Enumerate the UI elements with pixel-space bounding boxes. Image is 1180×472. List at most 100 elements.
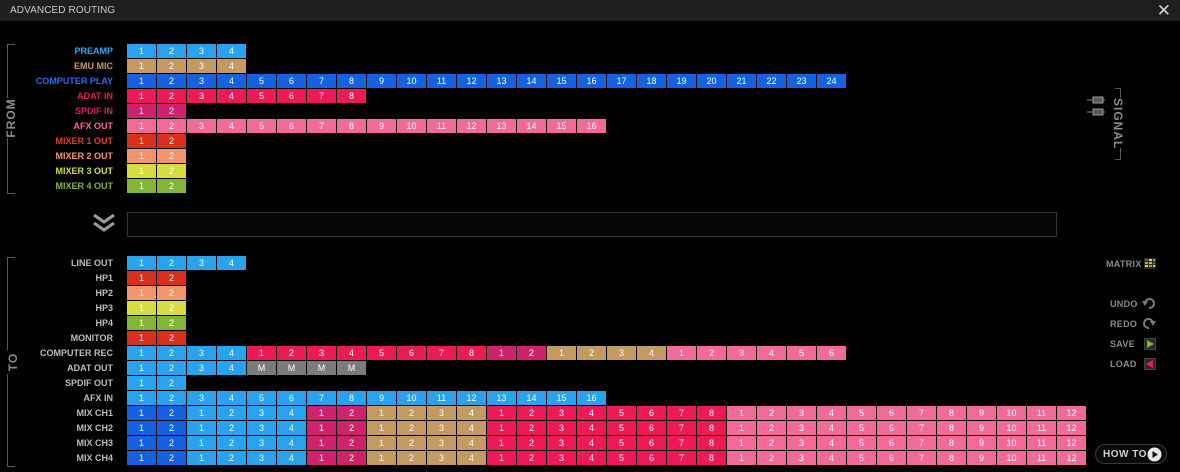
mix-ch1-channel[interactable]: 1: [367, 406, 396, 420]
computer-play-channel[interactable]: 12: [457, 74, 486, 88]
afx-out-channel[interactable]: 12: [457, 119, 486, 133]
computer-play-channel[interactable]: 18: [637, 74, 666, 88]
afx-out-channel[interactable]: 10: [397, 119, 426, 133]
mix-ch1-channel[interactable]: 8: [697, 406, 726, 420]
computer-rec-channel[interactable]: 4: [637, 346, 666, 360]
mix-ch2-channel[interactable]: 4: [277, 421, 306, 435]
afx-in-channel[interactable]: 9: [367, 391, 396, 405]
mix-ch1-channel[interactable]: 1: [487, 406, 516, 420]
afx-in-channel[interactable]: 16: [577, 391, 606, 405]
mixer-2-out-channel[interactable]: 2: [157, 149, 186, 163]
computer-rec-channel[interactable]: 3: [727, 346, 756, 360]
mix-ch1-channel[interactable]: 10: [997, 406, 1026, 420]
mix-ch2-channel[interactable]: 7: [667, 421, 696, 435]
mix-ch3-channel[interactable]: 4: [277, 436, 306, 450]
adat-out-channel[interactable]: 2: [157, 361, 186, 375]
emu-mic-channel[interactable]: 1: [127, 59, 156, 73]
computer-rec-channel[interactable]: 4: [757, 346, 786, 360]
computer-play-channel[interactable]: 19: [667, 74, 696, 88]
spdif-out-channel[interactable]: 1: [127, 376, 156, 390]
computer-play-channel[interactable]: 14: [517, 74, 546, 88]
monitor-channel[interactable]: 2: [157, 331, 186, 345]
mix-ch3-channel[interactable]: 5: [607, 436, 636, 450]
mix-ch3-channel[interactable]: 12: [1057, 436, 1086, 450]
adat-out-channel[interactable]: M: [337, 361, 366, 375]
mix-ch4-channel[interactable]: 2: [217, 451, 246, 465]
hp4-channel[interactable]: 2: [157, 316, 186, 330]
mix-ch1-channel[interactable]: 2: [337, 406, 366, 420]
routing-drop-zone[interactable]: [127, 212, 1057, 237]
mix-ch2-channel[interactable]: 3: [427, 421, 456, 435]
afx-out-channel[interactable]: 1: [127, 119, 156, 133]
emu-mic-channel[interactable]: 2: [157, 59, 186, 73]
adat-out-channel[interactable]: M: [247, 361, 276, 375]
computer-rec-channel[interactable]: 3: [307, 346, 336, 360]
mix-ch1-channel[interactable]: 6: [877, 406, 906, 420]
emu-mic-channel[interactable]: 4: [217, 59, 246, 73]
mix-ch1-channel[interactable]: 6: [637, 406, 666, 420]
line-out-channel[interactable]: 4: [217, 256, 246, 270]
afx-out-channel[interactable]: 6: [277, 119, 306, 133]
spdif-in-channel[interactable]: 1: [127, 104, 156, 118]
mix-ch4-channel[interactable]: 6: [877, 451, 906, 465]
mixer-3-out-channel[interactable]: 1: [127, 164, 156, 178]
mix-ch1-channel[interactable]: 3: [547, 406, 576, 420]
mix-ch2-channel[interactable]: 11: [1027, 421, 1056, 435]
mix-ch1-channel[interactable]: 1: [127, 406, 156, 420]
computer-rec-channel[interactable]: 6: [817, 346, 846, 360]
computer-rec-channel[interactable]: 1: [247, 346, 276, 360]
mix-ch2-channel[interactable]: 3: [547, 421, 576, 435]
mix-ch2-channel[interactable]: 1: [487, 421, 516, 435]
mix-ch4-channel[interactable]: 8: [697, 451, 726, 465]
hp3-channel[interactable]: 1: [127, 301, 156, 315]
mix-ch4-channel[interactable]: 2: [337, 451, 366, 465]
adat-in-channel[interactable]: 2: [157, 89, 186, 103]
hp2-channel[interactable]: 1: [127, 286, 156, 300]
computer-play-channel[interactable]: 6: [277, 74, 306, 88]
computer-rec-channel[interactable]: 5: [367, 346, 396, 360]
computer-play-channel[interactable]: 10: [397, 74, 426, 88]
mix-ch2-channel[interactable]: 1: [367, 421, 396, 435]
afx-in-channel[interactable]: 2: [157, 391, 186, 405]
adat-in-channel[interactable]: 1: [127, 89, 156, 103]
afx-in-channel[interactable]: 6: [277, 391, 306, 405]
computer-rec-channel[interactable]: 2: [697, 346, 726, 360]
mix-ch2-channel[interactable]: 4: [817, 421, 846, 435]
redo-icon[interactable]: [1142, 317, 1156, 330]
preamp-channel[interactable]: 2: [157, 44, 186, 58]
afx-in-channel[interactable]: 3: [187, 391, 216, 405]
preamp-channel[interactable]: 1: [127, 44, 156, 58]
mix-ch3-channel[interactable]: 8: [697, 436, 726, 450]
computer-rec-channel[interactable]: 2: [157, 346, 186, 360]
afx-in-channel[interactable]: 12: [457, 391, 486, 405]
redo-button[interactable]: REDO: [1110, 319, 1137, 329]
mix-ch3-channel[interactable]: 2: [517, 436, 546, 450]
mix-ch3-channel[interactable]: 3: [427, 436, 456, 450]
mix-ch1-channel[interactable]: 2: [517, 406, 546, 420]
computer-play-channel[interactable]: 9: [367, 74, 396, 88]
double-chevron-down-icon[interactable]: [92, 213, 116, 233]
computer-rec-channel[interactable]: 4: [217, 346, 246, 360]
computer-play-channel[interactable]: 3: [187, 74, 216, 88]
computer-play-channel[interactable]: 20: [697, 74, 726, 88]
afx-in-channel[interactable]: 15: [547, 391, 576, 405]
afx-in-channel[interactable]: 7: [307, 391, 336, 405]
adat-in-channel[interactable]: 8: [337, 89, 366, 103]
mix-ch3-channel[interactable]: 1: [727, 436, 756, 450]
monitor-channel[interactable]: 1: [127, 331, 156, 345]
afx-out-channel[interactable]: 16: [577, 119, 606, 133]
mix-ch1-channel[interactable]: 2: [217, 406, 246, 420]
mix-ch1-channel[interactable]: 2: [157, 406, 186, 420]
mix-ch2-channel[interactable]: 4: [577, 421, 606, 435]
mix-ch3-channel[interactable]: 6: [877, 436, 906, 450]
afx-in-channel[interactable]: 4: [217, 391, 246, 405]
mix-ch4-channel[interactable]: 1: [367, 451, 396, 465]
mix-ch2-channel[interactable]: 10: [997, 421, 1026, 435]
undo-button[interactable]: UNDO: [1110, 299, 1138, 309]
mixer-1-out-channel[interactable]: 2: [157, 134, 186, 148]
mix-ch2-channel[interactable]: 12: [1057, 421, 1086, 435]
how-to-button[interactable]: HOW TO: [1095, 444, 1167, 464]
computer-play-channel[interactable]: 7: [307, 74, 336, 88]
afx-out-channel[interactable]: 7: [307, 119, 336, 133]
preamp-channel[interactable]: 4: [217, 44, 246, 58]
